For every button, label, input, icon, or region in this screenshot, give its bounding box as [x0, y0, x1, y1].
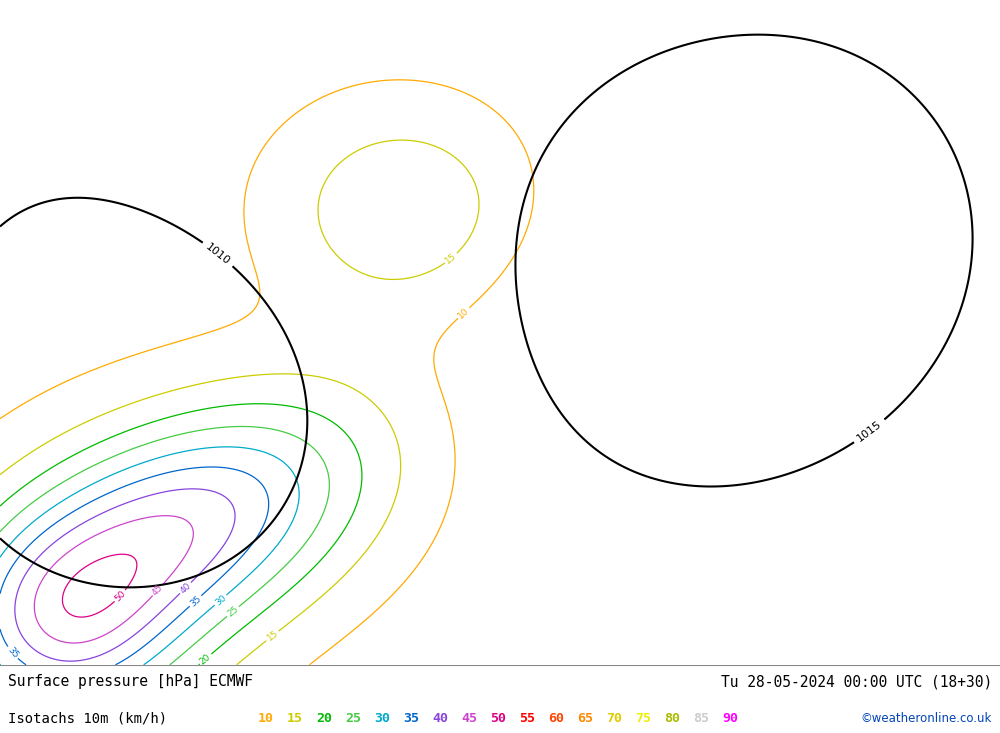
Text: 40: 40 [432, 712, 448, 724]
Text: Surface pressure [hPa] ECMWF: Surface pressure [hPa] ECMWF [8, 674, 253, 689]
Text: 80: 80 [664, 712, 680, 724]
Text: 25: 25 [226, 605, 240, 619]
Text: 35: 35 [5, 646, 20, 660]
Text: 35: 35 [188, 594, 203, 608]
Text: 15: 15 [265, 629, 280, 643]
Text: 30: 30 [213, 593, 228, 607]
Text: 60: 60 [548, 712, 564, 724]
Text: ©weatheronline.co.uk: ©weatheronline.co.uk [861, 712, 992, 724]
Text: 15: 15 [287, 712, 303, 724]
Text: 10: 10 [456, 306, 471, 320]
Text: 20: 20 [198, 652, 213, 666]
Text: 90: 90 [722, 712, 738, 724]
Text: 50: 50 [490, 712, 506, 724]
Text: 55: 55 [519, 712, 535, 724]
Text: 45: 45 [461, 712, 477, 724]
Text: 70: 70 [606, 712, 622, 724]
Text: 15: 15 [444, 251, 458, 265]
Text: 30: 30 [374, 712, 390, 724]
Text: 10: 10 [258, 712, 274, 724]
Text: 35: 35 [403, 712, 419, 724]
Text: 65: 65 [577, 712, 593, 724]
Text: Tu 28-05-2024 00:00 UTC (18+30): Tu 28-05-2024 00:00 UTC (18+30) [721, 674, 992, 689]
Text: 85: 85 [693, 712, 709, 724]
Text: 40: 40 [178, 581, 193, 595]
Text: 20: 20 [316, 712, 332, 724]
Text: 75: 75 [635, 712, 651, 724]
Text: 1015: 1015 [855, 419, 884, 443]
Text: 45: 45 [151, 583, 165, 597]
Text: Isotachs 10m (km/h): Isotachs 10m (km/h) [8, 711, 167, 725]
Text: 25: 25 [345, 712, 361, 724]
Text: 50: 50 [113, 589, 127, 603]
Text: 1010: 1010 [204, 241, 232, 267]
